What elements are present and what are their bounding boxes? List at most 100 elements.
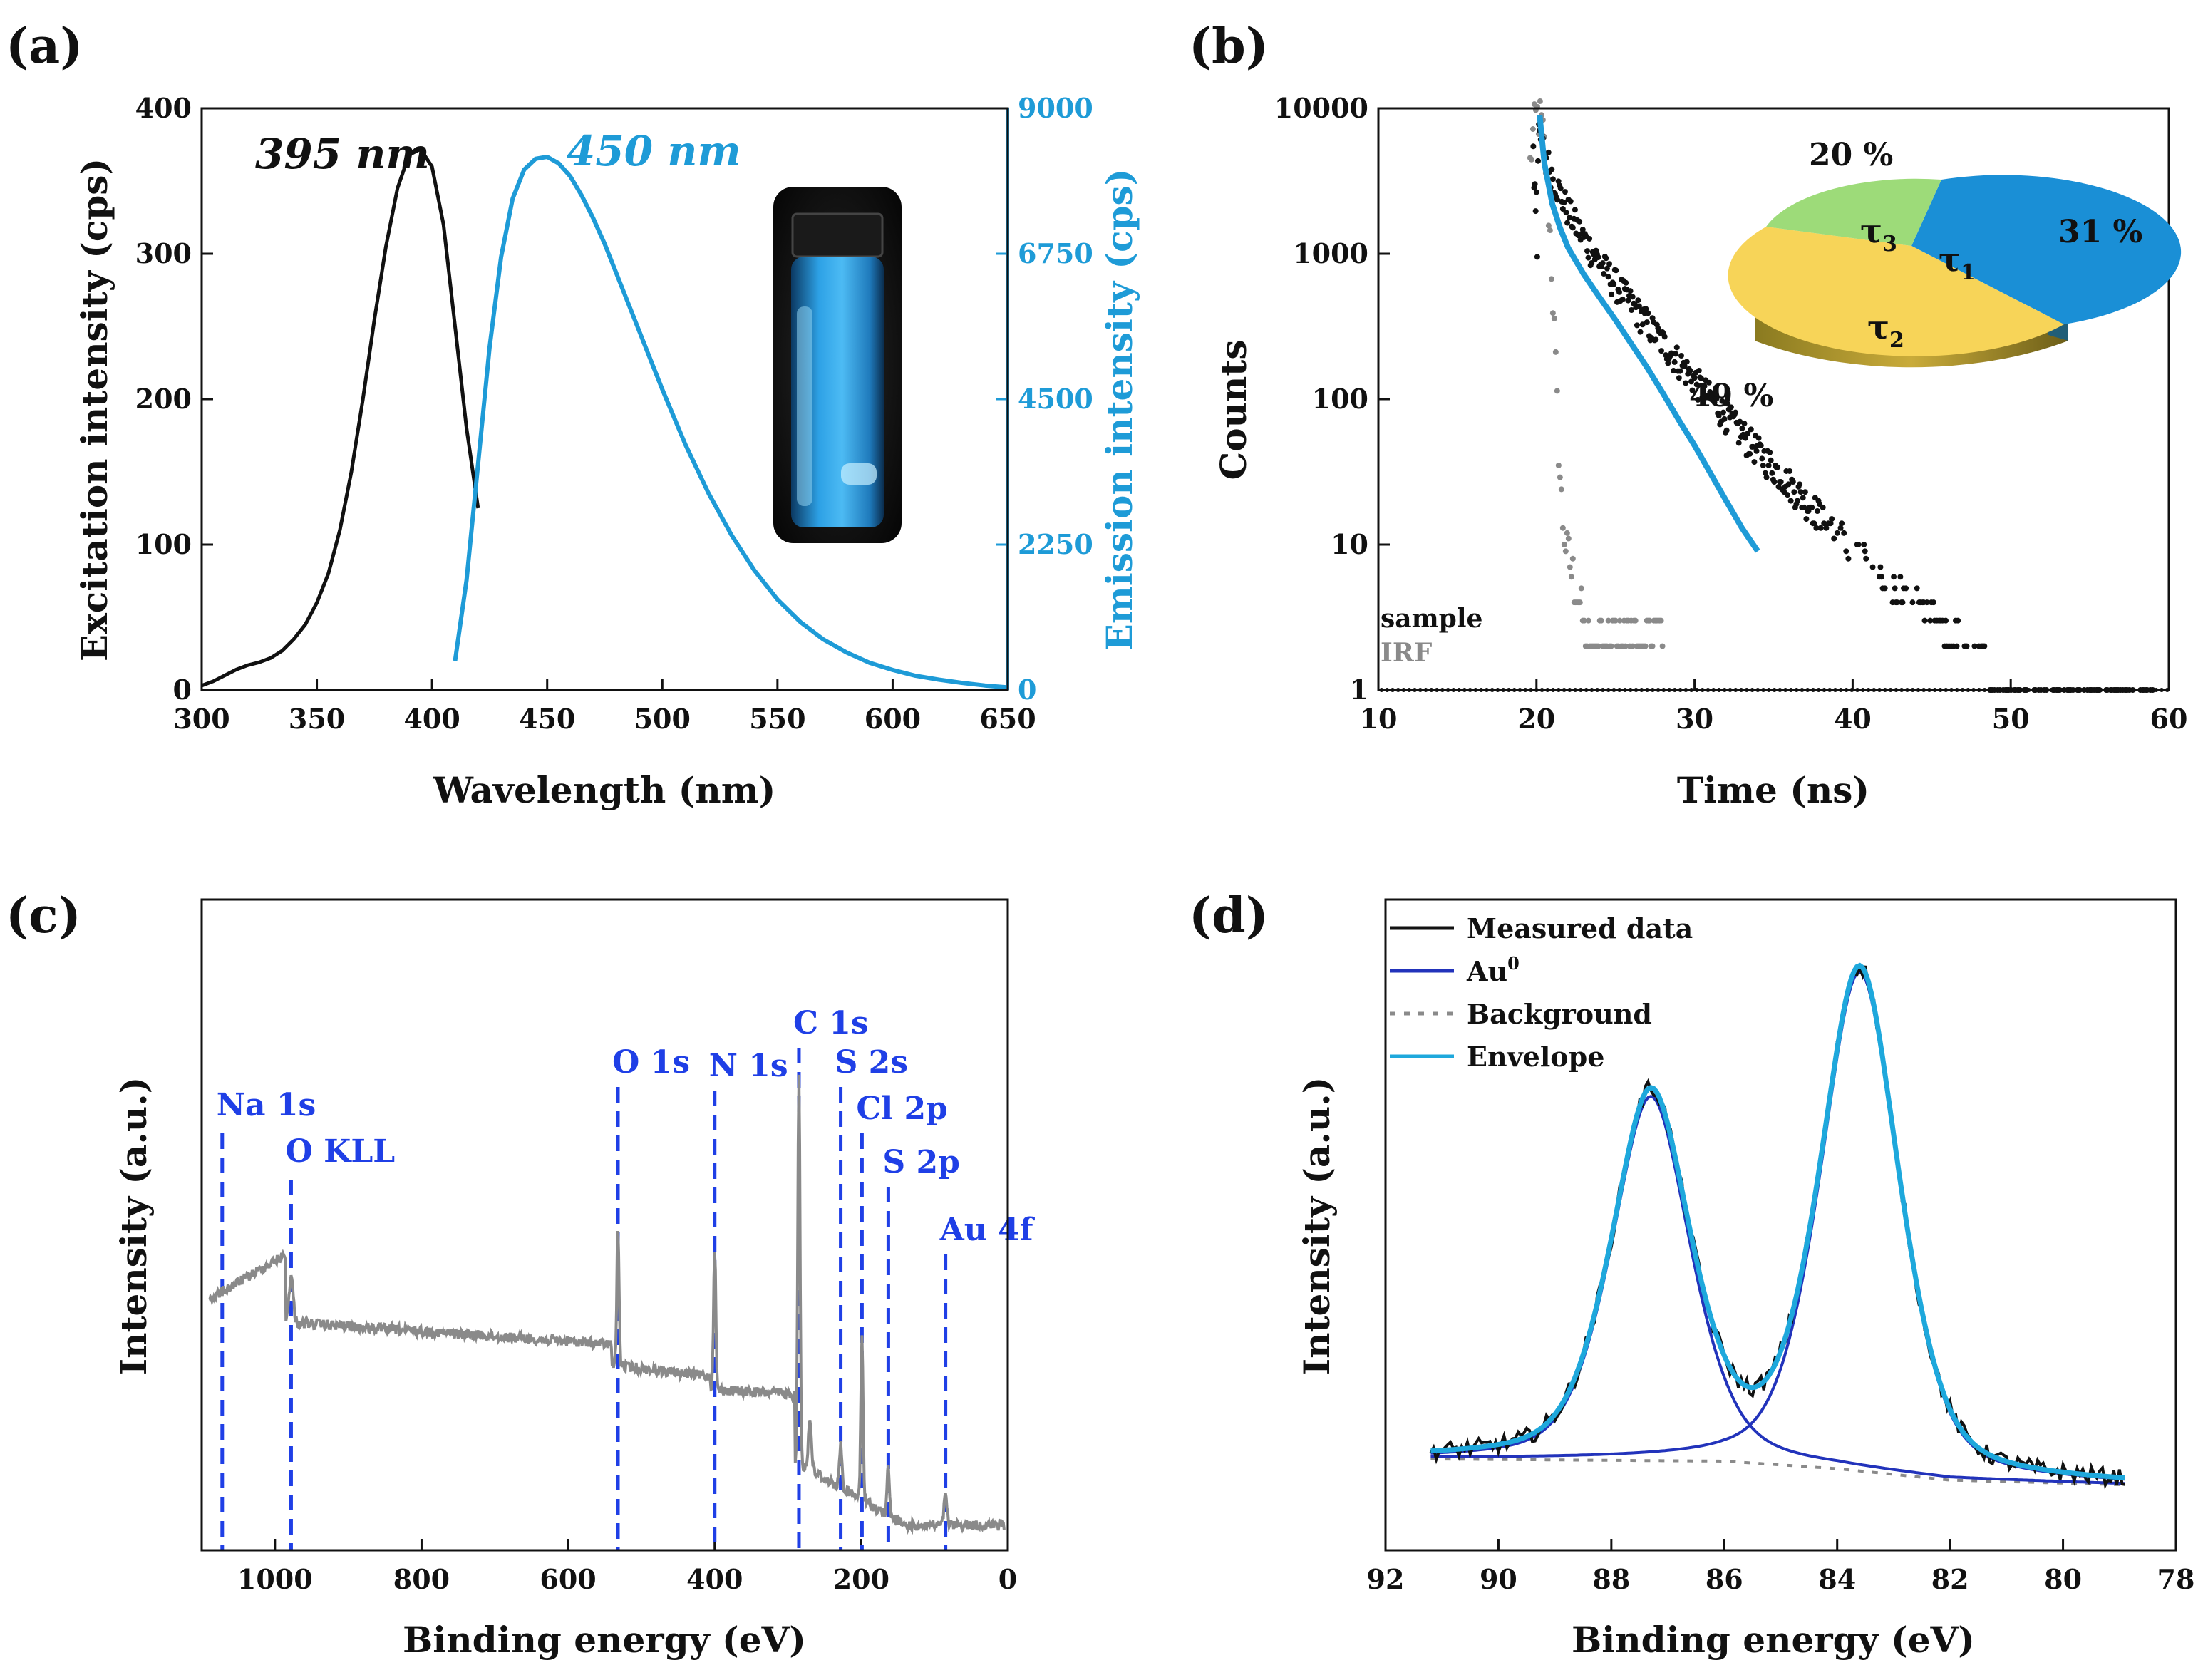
c-peak-markers: Na 1s O KLL O 1s N 1sC 1sS 2s Cl 2p S 2p Au 4f bbox=[217, 1005, 1036, 1550]
excitation-peak-annotation: 395 nm bbox=[255, 130, 430, 178]
sample-point bbox=[1661, 334, 1668, 340]
b-x-axis-label: Time (ns) bbox=[1677, 769, 1869, 811]
sample-point bbox=[1735, 440, 1742, 446]
sample-point bbox=[1616, 289, 1623, 295]
sample-point bbox=[1701, 397, 1707, 403]
sample-point bbox=[1813, 525, 1820, 531]
d-x-tick-label: 88 bbox=[1592, 1563, 1630, 1595]
c-x-tick-label: 600 bbox=[540, 1563, 596, 1595]
peak-label: Au 4f bbox=[939, 1212, 1036, 1248]
sample-point bbox=[1599, 260, 1606, 267]
sample-point bbox=[1644, 319, 1650, 326]
sample-point bbox=[1802, 489, 1808, 495]
sample-point bbox=[1589, 259, 1595, 266]
irf-point bbox=[1598, 617, 1604, 624]
irf-point bbox=[1622, 643, 1629, 649]
pie-percent-tau3: 20 % bbox=[1809, 137, 1893, 173]
sample-point bbox=[1797, 489, 1804, 495]
vial-photo bbox=[773, 187, 902, 543]
sample-point bbox=[1785, 481, 1792, 488]
d-legend: Measured data Au0 Background Envelope bbox=[1390, 912, 1693, 1073]
sample-point bbox=[1809, 504, 1815, 510]
sample-point bbox=[1706, 379, 1712, 386]
sample-point bbox=[1924, 599, 1930, 606]
emission-peak-annotation: 450 nm bbox=[567, 127, 741, 175]
sample-point bbox=[1839, 520, 1845, 527]
a-y-tick-label: 0 bbox=[173, 674, 192, 706]
sample-point bbox=[1658, 348, 1665, 354]
sample-point bbox=[1603, 255, 1609, 262]
sample-point bbox=[1671, 368, 1677, 374]
sample-point bbox=[1530, 143, 1537, 150]
sample-point bbox=[1567, 198, 1574, 205]
sample-point bbox=[1791, 489, 1797, 495]
sample-point bbox=[1595, 254, 1601, 261]
b-plot-frame bbox=[1377, 107, 2170, 691]
b-y-tick-label: 1000 bbox=[1293, 237, 1368, 269]
c-x-tick-label: 200 bbox=[833, 1563, 889, 1595]
sample-point bbox=[1737, 418, 1743, 425]
irf-point bbox=[1649, 643, 1656, 649]
sample-point bbox=[1778, 479, 1784, 485]
sample-point bbox=[1562, 189, 1568, 195]
sample-point bbox=[1869, 564, 1876, 570]
b-fit-curve bbox=[1537, 114, 1760, 553]
sample-point bbox=[1643, 306, 1649, 312]
sample-point bbox=[1585, 254, 1591, 261]
sample-point bbox=[1817, 525, 1824, 531]
irf-point bbox=[1552, 349, 1559, 355]
a-plot-frame bbox=[200, 107, 1009, 691]
sample-point bbox=[1635, 297, 1641, 304]
sample-point bbox=[1823, 525, 1830, 531]
sample-point bbox=[1572, 207, 1578, 213]
irf-point bbox=[1562, 548, 1569, 555]
sample-point bbox=[1563, 210, 1569, 216]
sample-point bbox=[1554, 197, 1561, 203]
panel-a: (a) 300 350 400 450 500 550 600 650 0 100 200 300 4… bbox=[6, 18, 1140, 811]
sample-point bbox=[1827, 520, 1834, 527]
sample-point bbox=[1567, 215, 1573, 221]
lifetime-pie: τ1 τ2 τ3 31 % 49 % 20 % bbox=[1689, 137, 2182, 414]
sample-point bbox=[1971, 643, 1978, 649]
sample-point bbox=[1882, 585, 1888, 592]
c-survey-spectrum bbox=[208, 1074, 1006, 1535]
pie-percent-tau2: 49 % bbox=[1689, 378, 1773, 414]
sample-point bbox=[1609, 291, 1615, 297]
c-x-tick-label: 800 bbox=[393, 1563, 450, 1595]
sample-point bbox=[1665, 360, 1671, 366]
d-x-tick-label: 84 bbox=[1818, 1563, 1856, 1595]
pie-slice-tau3 bbox=[1766, 178, 1941, 246]
sample-point bbox=[1861, 542, 1867, 547]
sample-point bbox=[1760, 463, 1766, 469]
sample-point bbox=[1739, 425, 1745, 431]
sample-point bbox=[1549, 176, 1556, 182]
sample-point bbox=[1811, 520, 1817, 527]
panel-a-label: (a) bbox=[6, 18, 83, 75]
irf-point bbox=[1554, 388, 1560, 394]
sample-point bbox=[1688, 378, 1694, 385]
sample-point bbox=[1587, 235, 1593, 242]
envelope-line bbox=[1430, 962, 2125, 1480]
c-x-tick-label: 400 bbox=[686, 1563, 743, 1595]
sample-point bbox=[1532, 208, 1539, 215]
sample-point bbox=[1801, 504, 1807, 510]
sample-point bbox=[1821, 520, 1827, 527]
irf-point bbox=[1577, 599, 1583, 606]
sample-point bbox=[1820, 504, 1826, 510]
sample-point bbox=[1899, 599, 1906, 606]
c-x-tick-label: 0 bbox=[999, 1563, 1017, 1595]
b-y-tick-label: 10000 bbox=[1274, 92, 1368, 124]
sample-point bbox=[1794, 498, 1800, 504]
sample-point bbox=[1673, 351, 1679, 357]
sample-point bbox=[1677, 368, 1683, 374]
sample-point bbox=[1605, 274, 1611, 280]
sample-point bbox=[1903, 585, 1909, 592]
sample-point bbox=[1673, 344, 1680, 351]
irf-point bbox=[1529, 126, 1536, 133]
sample-point bbox=[1755, 435, 1762, 441]
irf-point bbox=[1537, 98, 1543, 104]
b-y-tick-label: 10 bbox=[1331, 528, 1368, 560]
irf-point bbox=[1612, 617, 1619, 624]
a-y-tick-label: 100 bbox=[135, 528, 192, 560]
